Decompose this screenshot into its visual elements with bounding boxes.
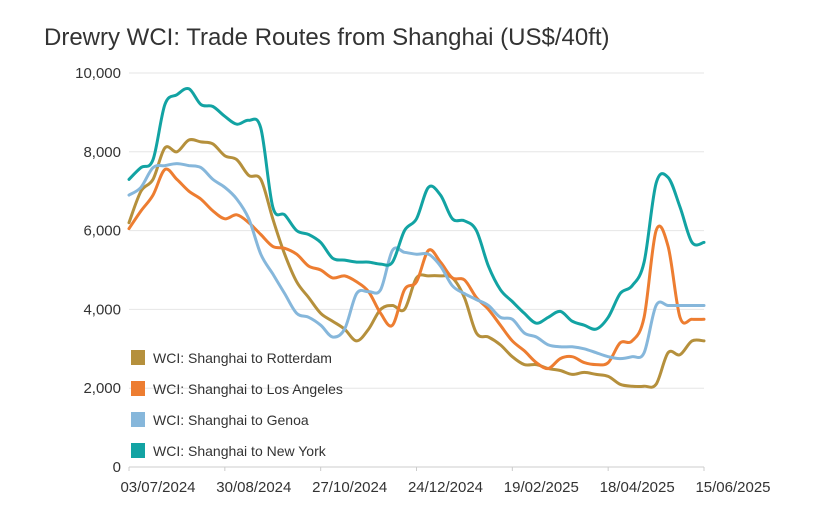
x-tick-label: 30/08/2024: [216, 479, 291, 496]
series-line-0: [127, 137, 706, 389]
x-tick-label: 18/04/2025: [600, 479, 675, 496]
series-line-1: [127, 167, 706, 371]
legend-swatch: [131, 412, 145, 427]
series-line-2: [127, 162, 706, 361]
y-tick-label: 0: [113, 459, 121, 476]
y-tick-label: 8,000: [83, 144, 121, 161]
legend-swatch: [131, 350, 145, 365]
x-tick-label: 27/10/2024: [312, 479, 387, 496]
y-tick-label: 10,000: [75, 65, 121, 82]
gridlines: [129, 72, 704, 389]
series-line-3: [127, 86, 706, 331]
legend-swatch: [131, 443, 145, 458]
legend-label: WCI: Shanghai to Los Angeles: [153, 381, 343, 397]
x-tick-label: 15/06/2025: [695, 479, 770, 496]
y-axis: 0 2,000 4,000 6,000 8,000 10,000: [75, 65, 121, 476]
legend-label: WCI: Shanghai to New York: [153, 443, 327, 459]
chart-title: Drewry WCI: Trade Routes from Shanghai (…: [44, 24, 610, 51]
x-tick-label: 19/02/2025: [504, 479, 579, 496]
x-tick-label: 24/12/2024: [408, 479, 483, 496]
legend-label: WCI: Shanghai to Genoa: [153, 412, 309, 428]
series-lines: [127, 86, 706, 389]
legend-label: WCI: Shanghai to Rotterdam: [153, 350, 332, 366]
x-axis: 03/07/2024 30/08/2024 27/10/2024 24/12/2024…: [120, 466, 771, 496]
legend-swatch: [131, 381, 145, 396]
legend: WCI: Shanghai to Rotterdam WCI: Shanghai …: [131, 350, 343, 459]
x-tick-label: 03/07/2024: [120, 479, 195, 496]
y-tick-label: 4,000: [83, 301, 121, 318]
y-tick-label: 6,000: [83, 223, 121, 240]
y-tick-label: 2,000: [83, 380, 121, 397]
